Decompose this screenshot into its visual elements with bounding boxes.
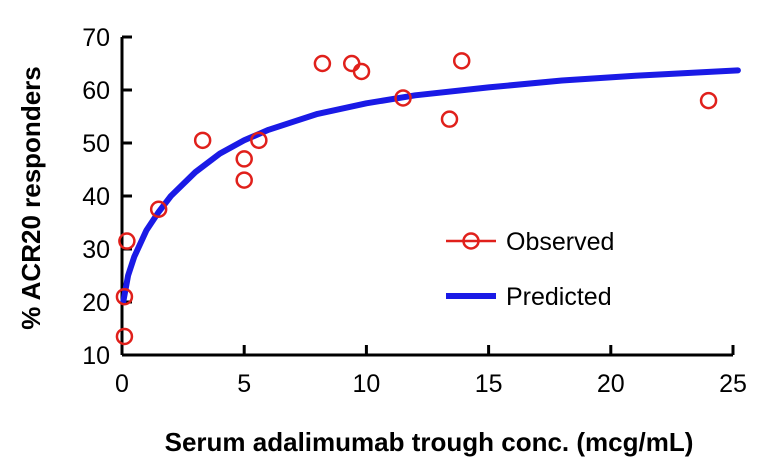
y-tick-label: 50 (82, 130, 110, 158)
observed-point (115, 327, 134, 346)
legend-predicted-label: Predicted (506, 283, 612, 311)
y-axis-title: % ACR20 responders (16, 66, 46, 329)
x-axis-title: Serum adalimumab trough conc. (mcg/mL) (165, 427, 694, 457)
axes (120, 35, 735, 357)
x-tick-label: 15 (475, 370, 503, 398)
observed-point (342, 54, 361, 73)
observed-point (394, 89, 412, 107)
observed-point (235, 171, 253, 189)
x-tick-label: 10 (352, 370, 380, 398)
x-tick-label: 25 (719, 370, 747, 398)
y-tick-label: 20 (82, 289, 110, 317)
x-tick-label: 20 (597, 370, 625, 398)
observed-point (699, 91, 718, 110)
observed-point (235, 150, 253, 168)
predicted-line (120, 67, 741, 305)
observed-point (149, 200, 168, 218)
observed-point (115, 287, 134, 306)
observed-point (193, 131, 212, 150)
legend-observed-label: Observed (506, 228, 614, 256)
y-tick-label: 40 (82, 183, 110, 211)
observed-point (452, 52, 471, 70)
observed-point (440, 110, 459, 128)
predicted-series (120, 67, 741, 305)
y-tick-label: 10 (82, 342, 110, 370)
legend: Observed Predicted (446, 228, 614, 311)
tick-labels: 10 20 30 40 50 60 70 0 5 10 15 20 25 (82, 24, 747, 398)
x-tick-label: 0 (115, 370, 129, 398)
x-tick-label: 5 (237, 370, 251, 398)
observed-series (115, 52, 718, 346)
observed-point (352, 62, 371, 81)
y-tick-label: 70 (82, 24, 110, 52)
y-tick-label: 60 (82, 77, 110, 105)
legend-observed-marker (462, 232, 480, 250)
observed-point (250, 131, 268, 150)
observed-point (313, 54, 332, 73)
observed-point (118, 232, 136, 250)
y-tick-label: 30 (82, 236, 110, 264)
